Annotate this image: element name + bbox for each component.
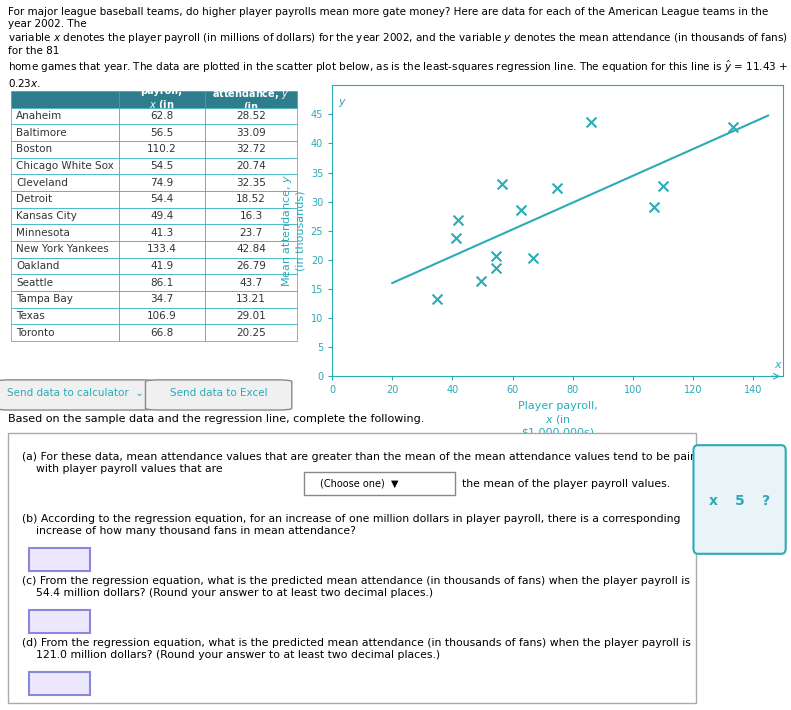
Text: (d) From the regression equation, what is the predicted mean attendance (in thou: (d) From the regression equation, what i… [21, 638, 691, 660]
FancyBboxPatch shape [304, 472, 456, 495]
Point [657, 180, 670, 192]
Point [585, 116, 597, 128]
Text: Based on the sample data and the regression line, complete the following.: Based on the sample data and the regress… [8, 414, 424, 424]
Point [450, 233, 463, 244]
Y-axis label: Mean attendance, $\mathit{y}$
(in thousands): Mean attendance, $\mathit{y}$ (in thousa… [279, 174, 305, 288]
Text: Send data to Excel: Send data to Excel [170, 388, 267, 398]
Text: (Choose one)  ▼: (Choose one) ▼ [320, 479, 398, 488]
X-axis label: Player payroll,
$\mathit{x}$ (in
$1,000,000s): Player payroll, $\mathit{x}$ (in $1,000,… [518, 401, 597, 437]
Point [496, 178, 509, 190]
FancyBboxPatch shape [146, 380, 292, 410]
Point [727, 121, 740, 133]
Point [647, 202, 660, 213]
FancyBboxPatch shape [28, 672, 90, 695]
Point [452, 214, 464, 226]
Text: ?: ? [762, 493, 770, 508]
Text: (a) For these data, mean attendance values that are greater than the mean of the: (a) For these data, mean attendance valu… [21, 452, 708, 474]
Text: x: x [709, 493, 718, 508]
Point [551, 182, 564, 194]
Text: $\mathit{x}$: $\mathit{x}$ [774, 359, 783, 370]
FancyBboxPatch shape [0, 380, 154, 410]
Text: For major league baseball teams, do higher player payrolls mean more gate money?: For major league baseball teams, do high… [8, 7, 788, 89]
FancyBboxPatch shape [28, 548, 90, 571]
Point [527, 253, 539, 264]
Text: 5: 5 [735, 493, 744, 508]
FancyBboxPatch shape [28, 610, 90, 633]
Text: $\mathit{y}$: $\mathit{y}$ [339, 97, 347, 109]
Text: (c) From the regression equation, what is the predicted mean attendance (in thou: (c) From the regression equation, what i… [21, 576, 690, 598]
Text: the mean of the player payroll values.: the mean of the player payroll values. [462, 479, 670, 488]
Point [490, 263, 502, 274]
Point [490, 250, 502, 261]
Point [475, 275, 487, 287]
Point [515, 204, 528, 216]
FancyBboxPatch shape [8, 433, 696, 703]
Text: (b) According to the regression equation, for an increase of one million dollars: (b) According to the regression equation… [21, 514, 680, 535]
FancyBboxPatch shape [694, 445, 785, 554]
Point [430, 294, 443, 305]
Text: Send data to calculator  ⌄: Send data to calculator ⌄ [7, 388, 144, 398]
